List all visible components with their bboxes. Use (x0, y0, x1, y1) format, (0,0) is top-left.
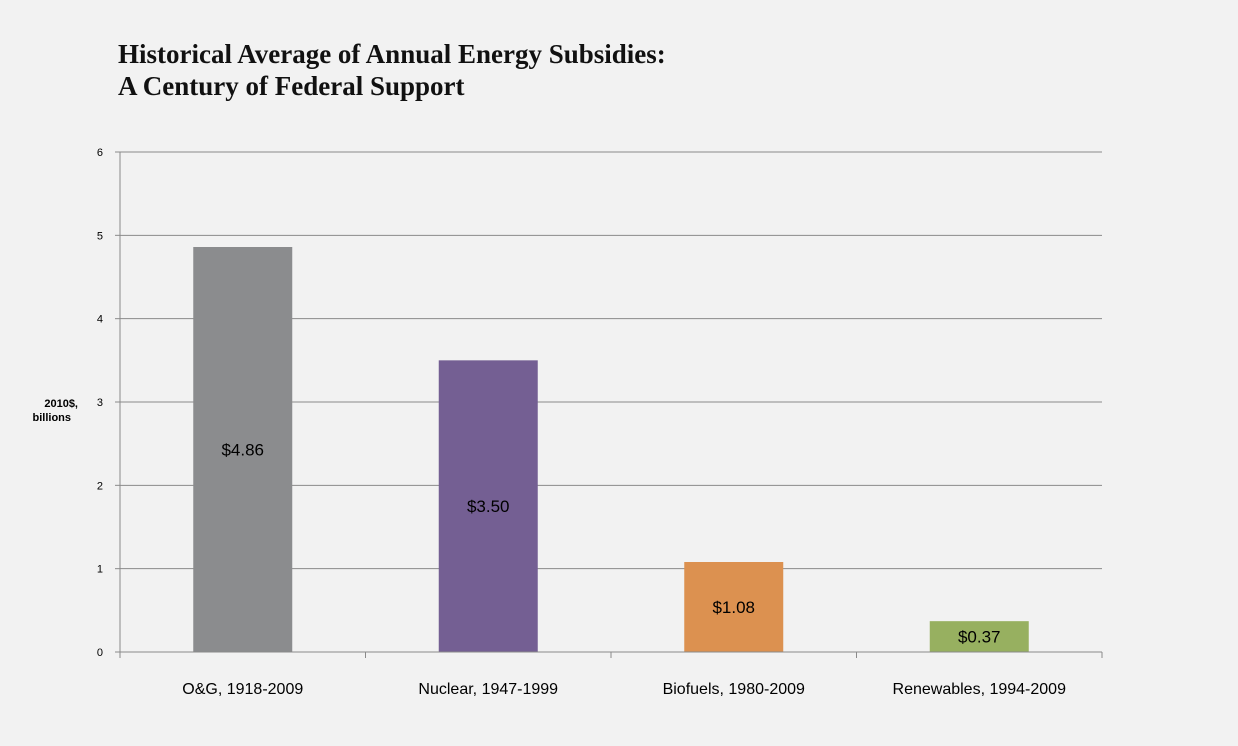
bar-data-label: $1.08 (712, 598, 755, 617)
y-tick-label: 3 (97, 397, 103, 409)
labels: 0 1 2 3 4 5 6 $4.86 O&G, 1918-2009 $3.50 Nuclear, … (97, 147, 1066, 698)
x-category-label: Nuclear, 1947-1999 (418, 681, 558, 698)
y-tick-label: 6 (97, 147, 103, 159)
x-category-label: O&G, 1918-2009 (182, 681, 303, 698)
y-tick-label: 4 (97, 314, 103, 326)
bar-data-label: $4.86 (221, 441, 264, 460)
y-tick-label: 5 (97, 230, 103, 242)
x-category-label: Renewables, 1994-2009 (893, 681, 1067, 698)
bar (438, 360, 538, 652)
bars (193, 247, 1029, 652)
y-tick-label: 1 (97, 564, 103, 576)
y-tick-label: 2 (97, 480, 103, 492)
bar (929, 621, 1029, 652)
axes (115, 151, 1103, 658)
y-tick-label: 0 (97, 647, 103, 659)
y-axis-label-line-2: billions (33, 412, 72, 424)
bar (193, 247, 293, 652)
chart-title: Historical Average of Annual Energy Subs… (118, 38, 666, 102)
bar-data-label: $3.50 (467, 497, 510, 516)
bar-data-label: $0.37 (958, 628, 1001, 647)
chart-title-line-1: Historical Average of Annual Energy Subs… (118, 39, 666, 69)
chart-title-line-2: A Century of Federal Support (118, 71, 465, 101)
y-axis-label-line-1: 2010$, (44, 398, 78, 410)
bar (684, 562, 784, 652)
x-category-label: Biofuels, 1980-2009 (663, 681, 805, 698)
